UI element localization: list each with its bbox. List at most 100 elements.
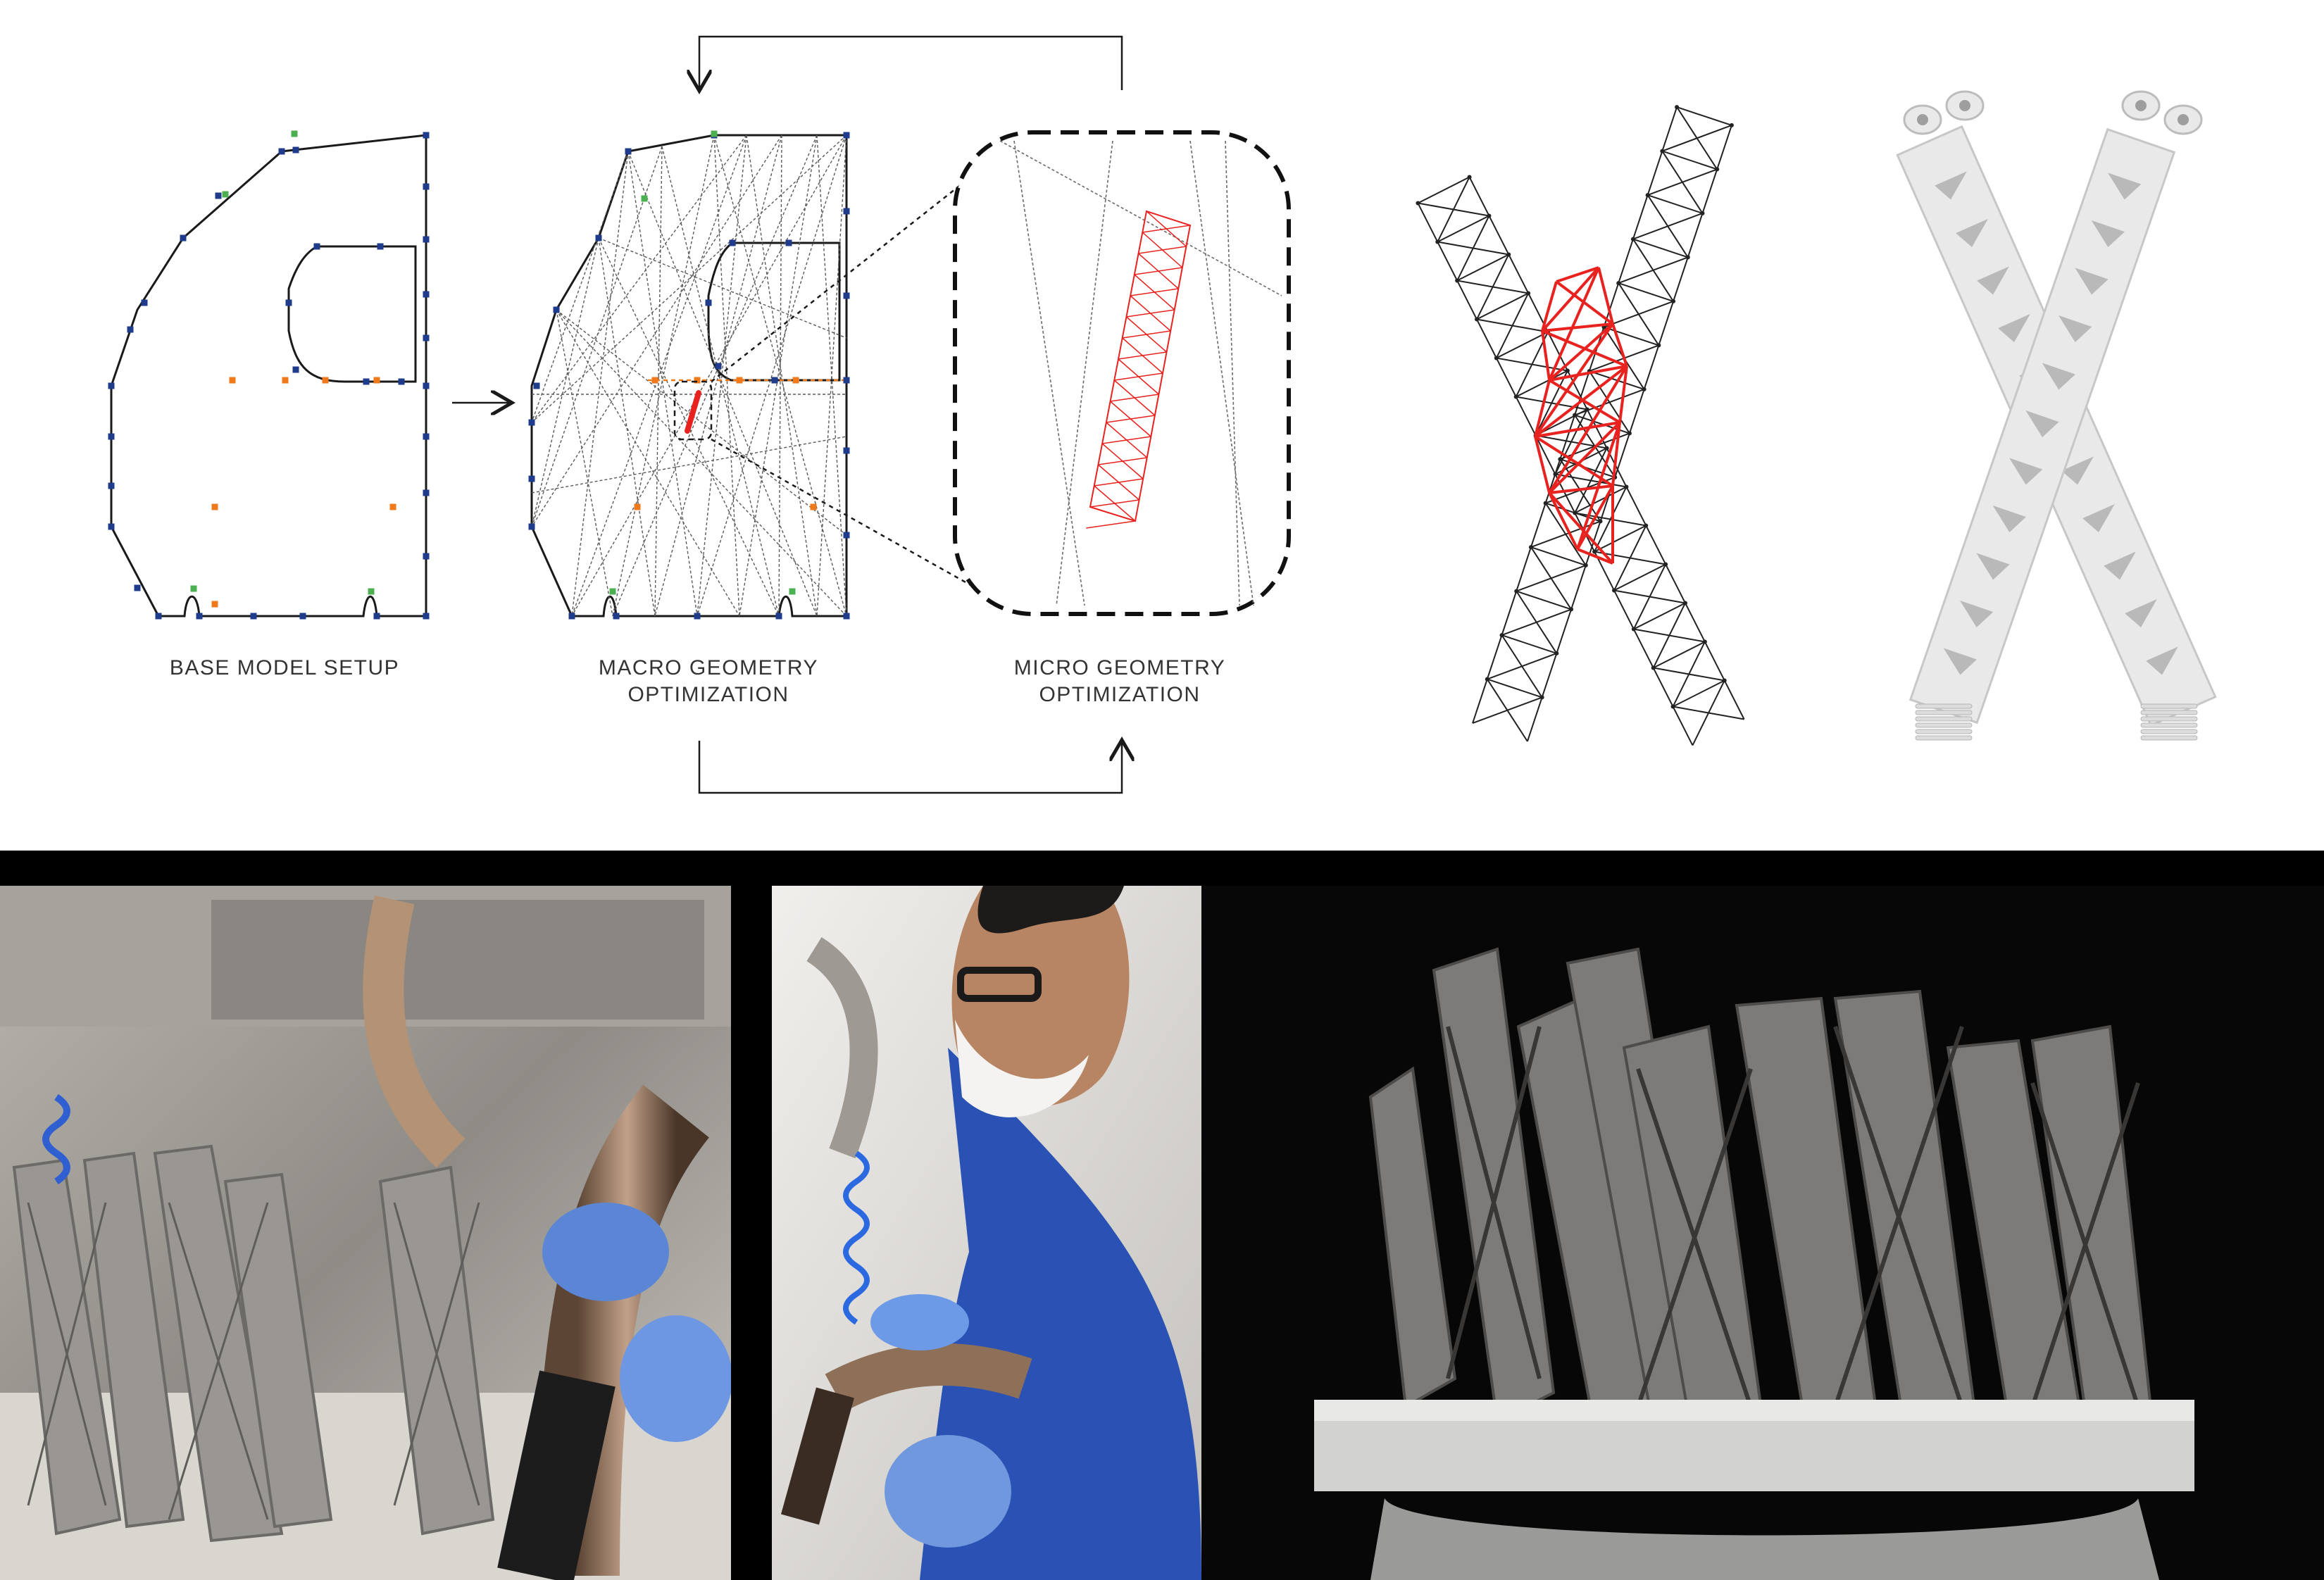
lattice-opening: [1992, 505, 2026, 532]
lattice-strut: [1685, 603, 1706, 642]
caption-macro: MACRO GEOMETRY OPTIMIZATION: [568, 655, 849, 708]
truss-member: [556, 309, 847, 617]
truss-member: [713, 134, 847, 617]
lattice-joint: [1671, 299, 1676, 303]
lattice-joint: [1700, 211, 1705, 215]
optimized-strut: [1534, 435, 1614, 487]
lattice-opening: [2042, 363, 2075, 390]
lattice-strut: [1559, 415, 1576, 460]
macro-truss-lines: [531, 134, 847, 617]
caption-micro: MICRO GEOMETRY OPTIMIZATION: [979, 655, 1261, 708]
lattice-opening: [1998, 313, 2030, 342]
loop-arrow-bottom: [698, 741, 1122, 794]
lattice-joint: [1416, 201, 1420, 206]
micro-lattice-strut: [1142, 225, 1191, 233]
truss-member: [816, 134, 847, 617]
truss-member: [598, 237, 847, 339]
lattice-strut: [1716, 125, 1732, 170]
lattice-joint: [1467, 175, 1472, 180]
lattice-strut: [1594, 487, 1628, 552]
micro-lattice-strut: [1118, 351, 1167, 360]
lattice-opening: [2061, 456, 2094, 485]
lattice-strut: [1662, 150, 1718, 170]
structure-node: [715, 363, 722, 370]
lattice-strut: [1632, 194, 1649, 239]
structure-node: [423, 489, 430, 496]
lattice-joint: [1583, 563, 1588, 568]
micro-lattice-strut: [1134, 267, 1182, 275]
lattice-strut: [1604, 300, 1674, 328]
lattice-strut: [1486, 634, 1503, 679]
load-node: [810, 503, 817, 510]
lattice-opening: [1976, 553, 2010, 580]
micro-lattice-strut: [1130, 288, 1179, 296]
loop-arrow-top: [699, 35, 1123, 90]
lattice-strut: [1476, 319, 1497, 358]
lattice-strut: [1574, 370, 1590, 415]
load-node: [634, 503, 641, 510]
caption-macro-line2: OPTIMIZATION: [627, 683, 789, 706]
lattice-strut: [1628, 389, 1645, 434]
optimization-diagram: BASE MODEL SETUP MACRO GEOMETRY OPTIMIZA…: [108, 35, 2217, 794]
macro-focus-member: [685, 390, 701, 434]
truss-member: [531, 134, 847, 423]
truss-member: [739, 134, 818, 617]
lattice-strut: [1417, 203, 1439, 242]
photo-build-plate: [1201, 886, 2324, 1580]
lattice-strut: [1526, 697, 1543, 742]
thread-ring: [1915, 735, 1973, 741]
lattice-joint: [1644, 523, 1649, 528]
truss-member: [531, 134, 782, 527]
lattice-opening: [1956, 218, 1988, 247]
load-node: [792, 377, 799, 384]
lattice-joint: [1722, 678, 1727, 683]
lattice-strut: [1653, 641, 1706, 669]
lattice-opening: [2091, 220, 2125, 247]
lattice-joint: [1485, 677, 1489, 682]
structure-node: [729, 239, 736, 246]
lattice-joint: [1624, 484, 1629, 489]
photo-technician: [772, 886, 1201, 1580]
lattice-joint: [1506, 252, 1511, 257]
optimized-strut: [1549, 484, 1613, 494]
lattice-opening: [1935, 171, 1967, 200]
lattice-joint: [1683, 601, 1688, 606]
structure-node: [843, 532, 850, 539]
thread-ring: [2140, 716, 2198, 722]
load-node: [736, 377, 743, 384]
truss-member: [556, 309, 740, 617]
lattice-joint: [1598, 519, 1603, 524]
diagram-canvas: [108, 35, 2217, 794]
lattice-strut: [1632, 238, 1689, 258]
lattice-strut: [1547, 332, 1568, 371]
lattice-strut: [1556, 609, 1573, 654]
lattice-opening: [1960, 600, 1994, 627]
load-node: [282, 377, 289, 384]
structure-node: [843, 377, 850, 384]
lattice-strut: [1496, 331, 1549, 359]
micro-lattice-strut: [1094, 478, 1144, 487]
lattice-strut: [1487, 652, 1557, 680]
lattice-strut: [1676, 106, 1732, 126]
lattice-strut: [1625, 487, 1647, 526]
lattice-joint: [1554, 651, 1559, 656]
lattice-joint: [1663, 562, 1668, 567]
truss-member: [746, 134, 818, 617]
structure-node: [625, 148, 632, 155]
lattice-strut: [1476, 292, 1529, 320]
truss-member: [571, 134, 847, 617]
lattice-opening: [1977, 266, 2009, 295]
optimized-strut: [1548, 322, 1614, 382]
structure-node: [423, 553, 430, 560]
lattice-joint: [1685, 255, 1690, 260]
micro-member: [1189, 140, 1254, 606]
thread-ring: [1915, 716, 1973, 722]
structure-node: [423, 613, 430, 620]
lattice-strut: [1647, 168, 1718, 196]
structure-node: [775, 613, 782, 620]
structure-node: [595, 234, 602, 242]
structure-node: [533, 382, 540, 389]
lattice-strut: [1417, 176, 1470, 204]
lattice-joint: [1660, 149, 1665, 153]
lattice-joint: [1558, 457, 1563, 462]
